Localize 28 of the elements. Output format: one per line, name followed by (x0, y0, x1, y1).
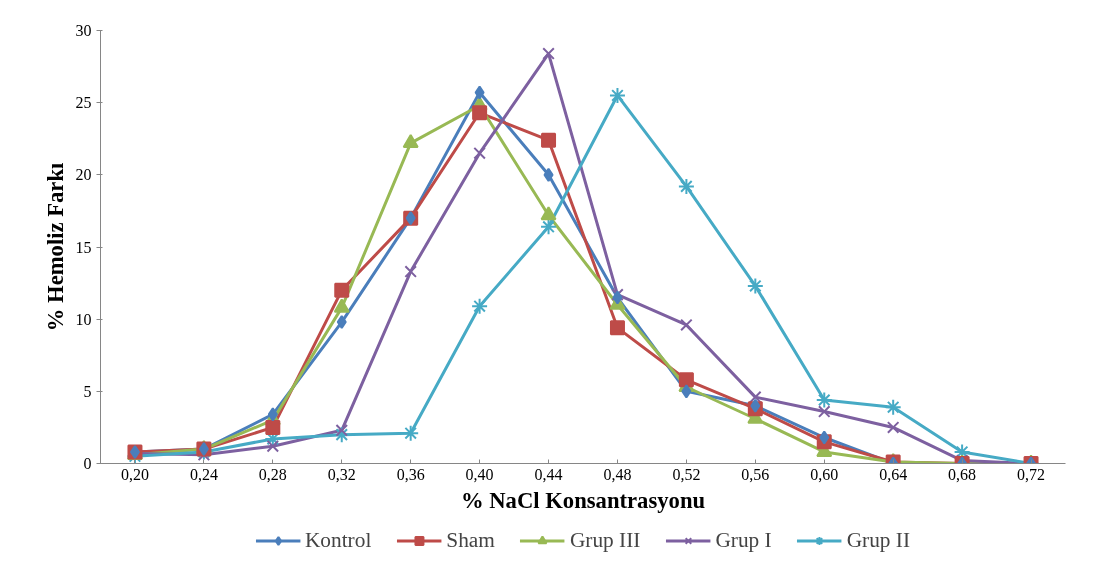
x-tick-label: 0,48 (603, 465, 632, 483)
y-axis-title: % Hemoliz Farkı (42, 162, 68, 332)
x-tick-label: 0,60 (810, 465, 839, 483)
x-tick-label: 0,44 (534, 465, 563, 483)
x-tick-label: 0,40 (465, 465, 494, 483)
y-tick-label: 15 (75, 238, 92, 256)
legend-label: Grup II (846, 527, 911, 553)
x-axis-title: % NaCl Konsantrasyonu (460, 487, 706, 513)
x-tick-label: 0,52 (672, 465, 701, 483)
x-tick-label: 0,64 (879, 465, 908, 483)
y-tick-label: 30 (75, 22, 92, 39)
legend-label: Grup I (715, 527, 772, 553)
legend-label: Sham (446, 527, 495, 553)
x-tick-label: 0,28 (258, 465, 287, 483)
y-tick-label: 0 (83, 455, 92, 472)
x-tick-label: 0,68 (948, 465, 977, 483)
x-tick-label: 0,32 (327, 465, 356, 483)
y-tick-label: 20 (75, 166, 92, 184)
y-tick-label: 25 (75, 94, 92, 112)
y-tick-label: 5 (83, 382, 92, 400)
x-tick-label: 0,24 (189, 465, 218, 483)
legend-label: Grup III (569, 527, 641, 553)
x-tick-label: 0,56 (741, 465, 770, 483)
y-tick-label: 10 (75, 310, 92, 328)
x-tick-label: 0,72 (1017, 465, 1046, 483)
legend-label: Kontrol (304, 527, 372, 553)
x-tick-label: 0,20 (120, 465, 149, 483)
x-tick-label: 0,36 (396, 465, 425, 483)
